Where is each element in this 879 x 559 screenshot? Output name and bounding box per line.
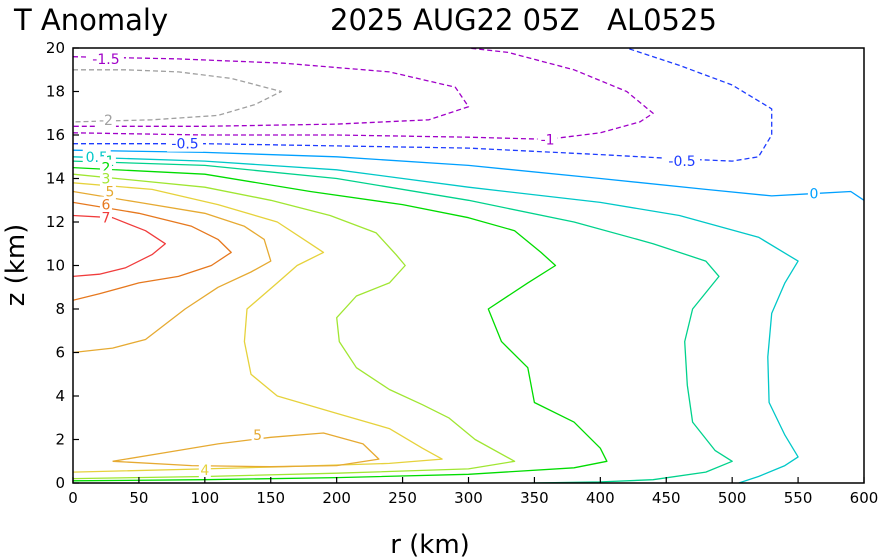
contour-line-neg1-2 xyxy=(73,48,654,140)
x-tick-label: 100 xyxy=(191,489,220,507)
contour-label-bg xyxy=(99,209,112,226)
contour-line-6-12 xyxy=(73,201,232,301)
x-axis: 0 50 100 150 200 250 300 350 400 450 500 550 600 xyxy=(68,477,878,507)
x-tick-label: 200 xyxy=(322,489,351,507)
contour-label-bg xyxy=(198,461,211,478)
x-tick-label: 550 xyxy=(784,489,813,507)
contour-label-bg xyxy=(99,170,112,187)
contour-line-0-4 xyxy=(73,149,864,201)
contour-label-3a: -0.5 xyxy=(668,154,695,170)
x-tick-label: 300 xyxy=(454,489,483,507)
contour-line-neg0p5-3 xyxy=(73,48,773,162)
contour-label-bg xyxy=(664,153,701,170)
contour-label-1a: -1.5 xyxy=(92,52,119,68)
contour-label-bg xyxy=(167,135,204,152)
contour-label-bg xyxy=(537,131,558,148)
contour-label-0a: -2 xyxy=(99,113,113,129)
x-tick-label: 600 xyxy=(850,489,879,507)
contour-label-8a: 3 xyxy=(101,172,110,188)
contour-line-0p5-5 xyxy=(73,156,799,483)
contour-label-bg xyxy=(99,196,112,213)
x-tick-label: 450 xyxy=(652,489,681,507)
contour-label-bg xyxy=(103,183,116,200)
plot-frame xyxy=(72,47,865,484)
y-axis: 0 2 4 6 8 10 12 14 16 18 20 xyxy=(46,39,79,492)
contour-line-1-6 xyxy=(73,160,733,483)
contour-label-bg xyxy=(251,427,264,444)
contour-line-2-7 xyxy=(73,166,608,482)
x-tick-label: 50 xyxy=(129,489,148,507)
x-tick-label: 250 xyxy=(388,489,417,507)
y-axis-title: z (km) xyxy=(1,224,31,307)
contour-line-3-8 xyxy=(73,173,516,480)
contour-label-7a: 2 xyxy=(101,161,110,177)
contour-line-7-13 xyxy=(73,214,166,278)
contour-label-bg xyxy=(87,50,124,67)
chart-title-right: 2025 AUG22 05Z AL0525 xyxy=(330,3,717,37)
contour-label-2a: -1 xyxy=(541,132,555,148)
x-tick-label: 400 xyxy=(586,489,615,507)
y-tick-label: 14 xyxy=(46,170,65,188)
chart-title-left: T Anomaly xyxy=(13,3,168,37)
y-tick-label: 16 xyxy=(46,126,65,144)
contour-label-11a: 5 xyxy=(253,428,262,444)
x-tick-label: 500 xyxy=(718,489,747,507)
contour-label-10a: 5 xyxy=(105,185,114,201)
contour-label-13a: 7 xyxy=(101,211,110,227)
contour-label-9a: 4 xyxy=(200,463,209,479)
x-tick-label: 350 xyxy=(520,489,549,507)
contour-lines xyxy=(73,48,864,483)
y-tick-label: 4 xyxy=(55,387,65,405)
y-tick-label: 20 xyxy=(46,39,65,57)
y-tick-label: 6 xyxy=(55,344,65,362)
y-tick-label: 2 xyxy=(55,431,65,449)
contour-line-5-11 xyxy=(112,432,380,468)
y-tick-label: 0 xyxy=(55,474,65,492)
y-tick-label: 18 xyxy=(46,83,65,101)
contour-label-bg xyxy=(95,111,116,128)
contour-label-12a: 6 xyxy=(101,198,110,214)
x-tick-label: 150 xyxy=(256,489,285,507)
y-tick-label: 8 xyxy=(55,300,65,318)
x-tick-label: 0 xyxy=(68,489,78,507)
contour-line-neg2-0 xyxy=(73,69,282,123)
contour-line-4-9 xyxy=(73,182,443,473)
contour-labels: -2-1.5-1-0.5-0.500.512345567 xyxy=(82,50,820,479)
contour-line-neg1p5-1 xyxy=(73,56,470,127)
contour-label-3b: -0.5 xyxy=(171,137,198,153)
contour-label-4a: 0 xyxy=(809,187,818,203)
contour-line-5-10 xyxy=(73,190,272,354)
contour-label-bg xyxy=(807,185,820,202)
y-tick-label: 12 xyxy=(46,213,65,231)
y-tick-label: 10 xyxy=(46,257,65,275)
x-axis-title: r (km) xyxy=(390,530,470,559)
